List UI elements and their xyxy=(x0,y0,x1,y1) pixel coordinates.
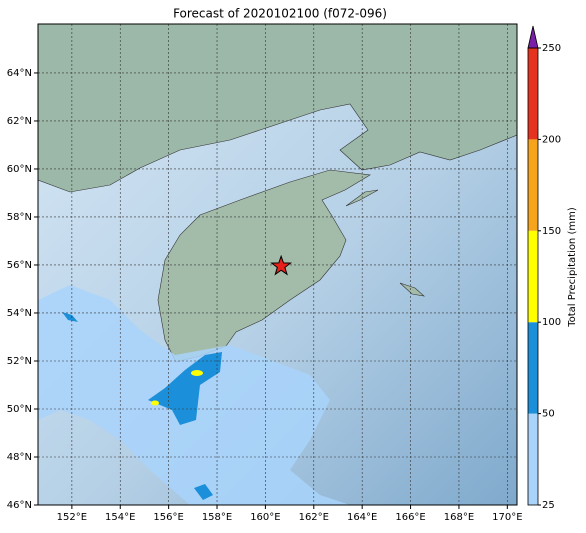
lon-label: 164°E xyxy=(347,512,377,523)
lon-label: 168°E xyxy=(444,512,474,523)
lat-label: 56°N xyxy=(7,260,32,271)
mainland xyxy=(38,24,517,193)
colorbar-tick-label: 100 xyxy=(542,317,561,328)
map xyxy=(38,24,517,505)
lon-label: 166°E xyxy=(395,512,425,523)
lat-label: 54°N xyxy=(7,308,32,319)
lat-label: 64°N xyxy=(7,68,32,79)
colorbar-tick-label: 200 xyxy=(542,134,561,145)
colorbar-label: Total Precipitation (mm) xyxy=(567,207,578,328)
lon-label: 160°E xyxy=(250,512,280,523)
lon-label: 170°E xyxy=(492,512,522,523)
lon-label: 152°E xyxy=(57,512,87,523)
lat-label: 48°N xyxy=(7,452,32,463)
colorbar-frame xyxy=(527,47,539,506)
lat-label: 60°N xyxy=(7,164,32,175)
lat-label: 50°N xyxy=(7,404,32,415)
precip-moderate xyxy=(148,352,222,425)
island xyxy=(399,282,425,297)
title: Forecast of 2020102100 (f072-096) xyxy=(173,7,387,21)
colorbar-segment xyxy=(528,48,538,140)
graticule xyxy=(38,24,517,505)
colorbar-extend xyxy=(527,25,539,49)
precip-moderate xyxy=(62,312,78,322)
colorbar: 25 50 100 150 200 250 xyxy=(527,25,561,511)
colorbar-segment xyxy=(528,413,538,505)
colorbar-tick-label: 25 xyxy=(542,500,555,511)
lon-label: 156°E xyxy=(153,512,183,523)
lat-label: 58°N xyxy=(7,212,32,223)
colorbar-tick-label: 50 xyxy=(542,409,555,420)
lon-label: 154°E xyxy=(105,512,135,523)
colorbar-segment xyxy=(528,139,538,231)
location-star xyxy=(270,254,293,276)
colorbar-tick-label: 150 xyxy=(542,226,561,237)
precip-heavy xyxy=(191,370,203,376)
lat-label: 52°N xyxy=(7,356,32,367)
lon-label: 162°E xyxy=(299,512,329,523)
precip-moderate xyxy=(194,484,213,500)
lon-label: 158°E xyxy=(202,512,232,523)
lat-label: 46°N xyxy=(7,500,32,511)
precip-heavy xyxy=(151,400,159,406)
colorbar-segment xyxy=(528,322,538,414)
colorbar-tick-label: 250 xyxy=(542,43,561,54)
lat-label: 62°N xyxy=(7,116,32,127)
colorbar-segment xyxy=(528,230,538,323)
